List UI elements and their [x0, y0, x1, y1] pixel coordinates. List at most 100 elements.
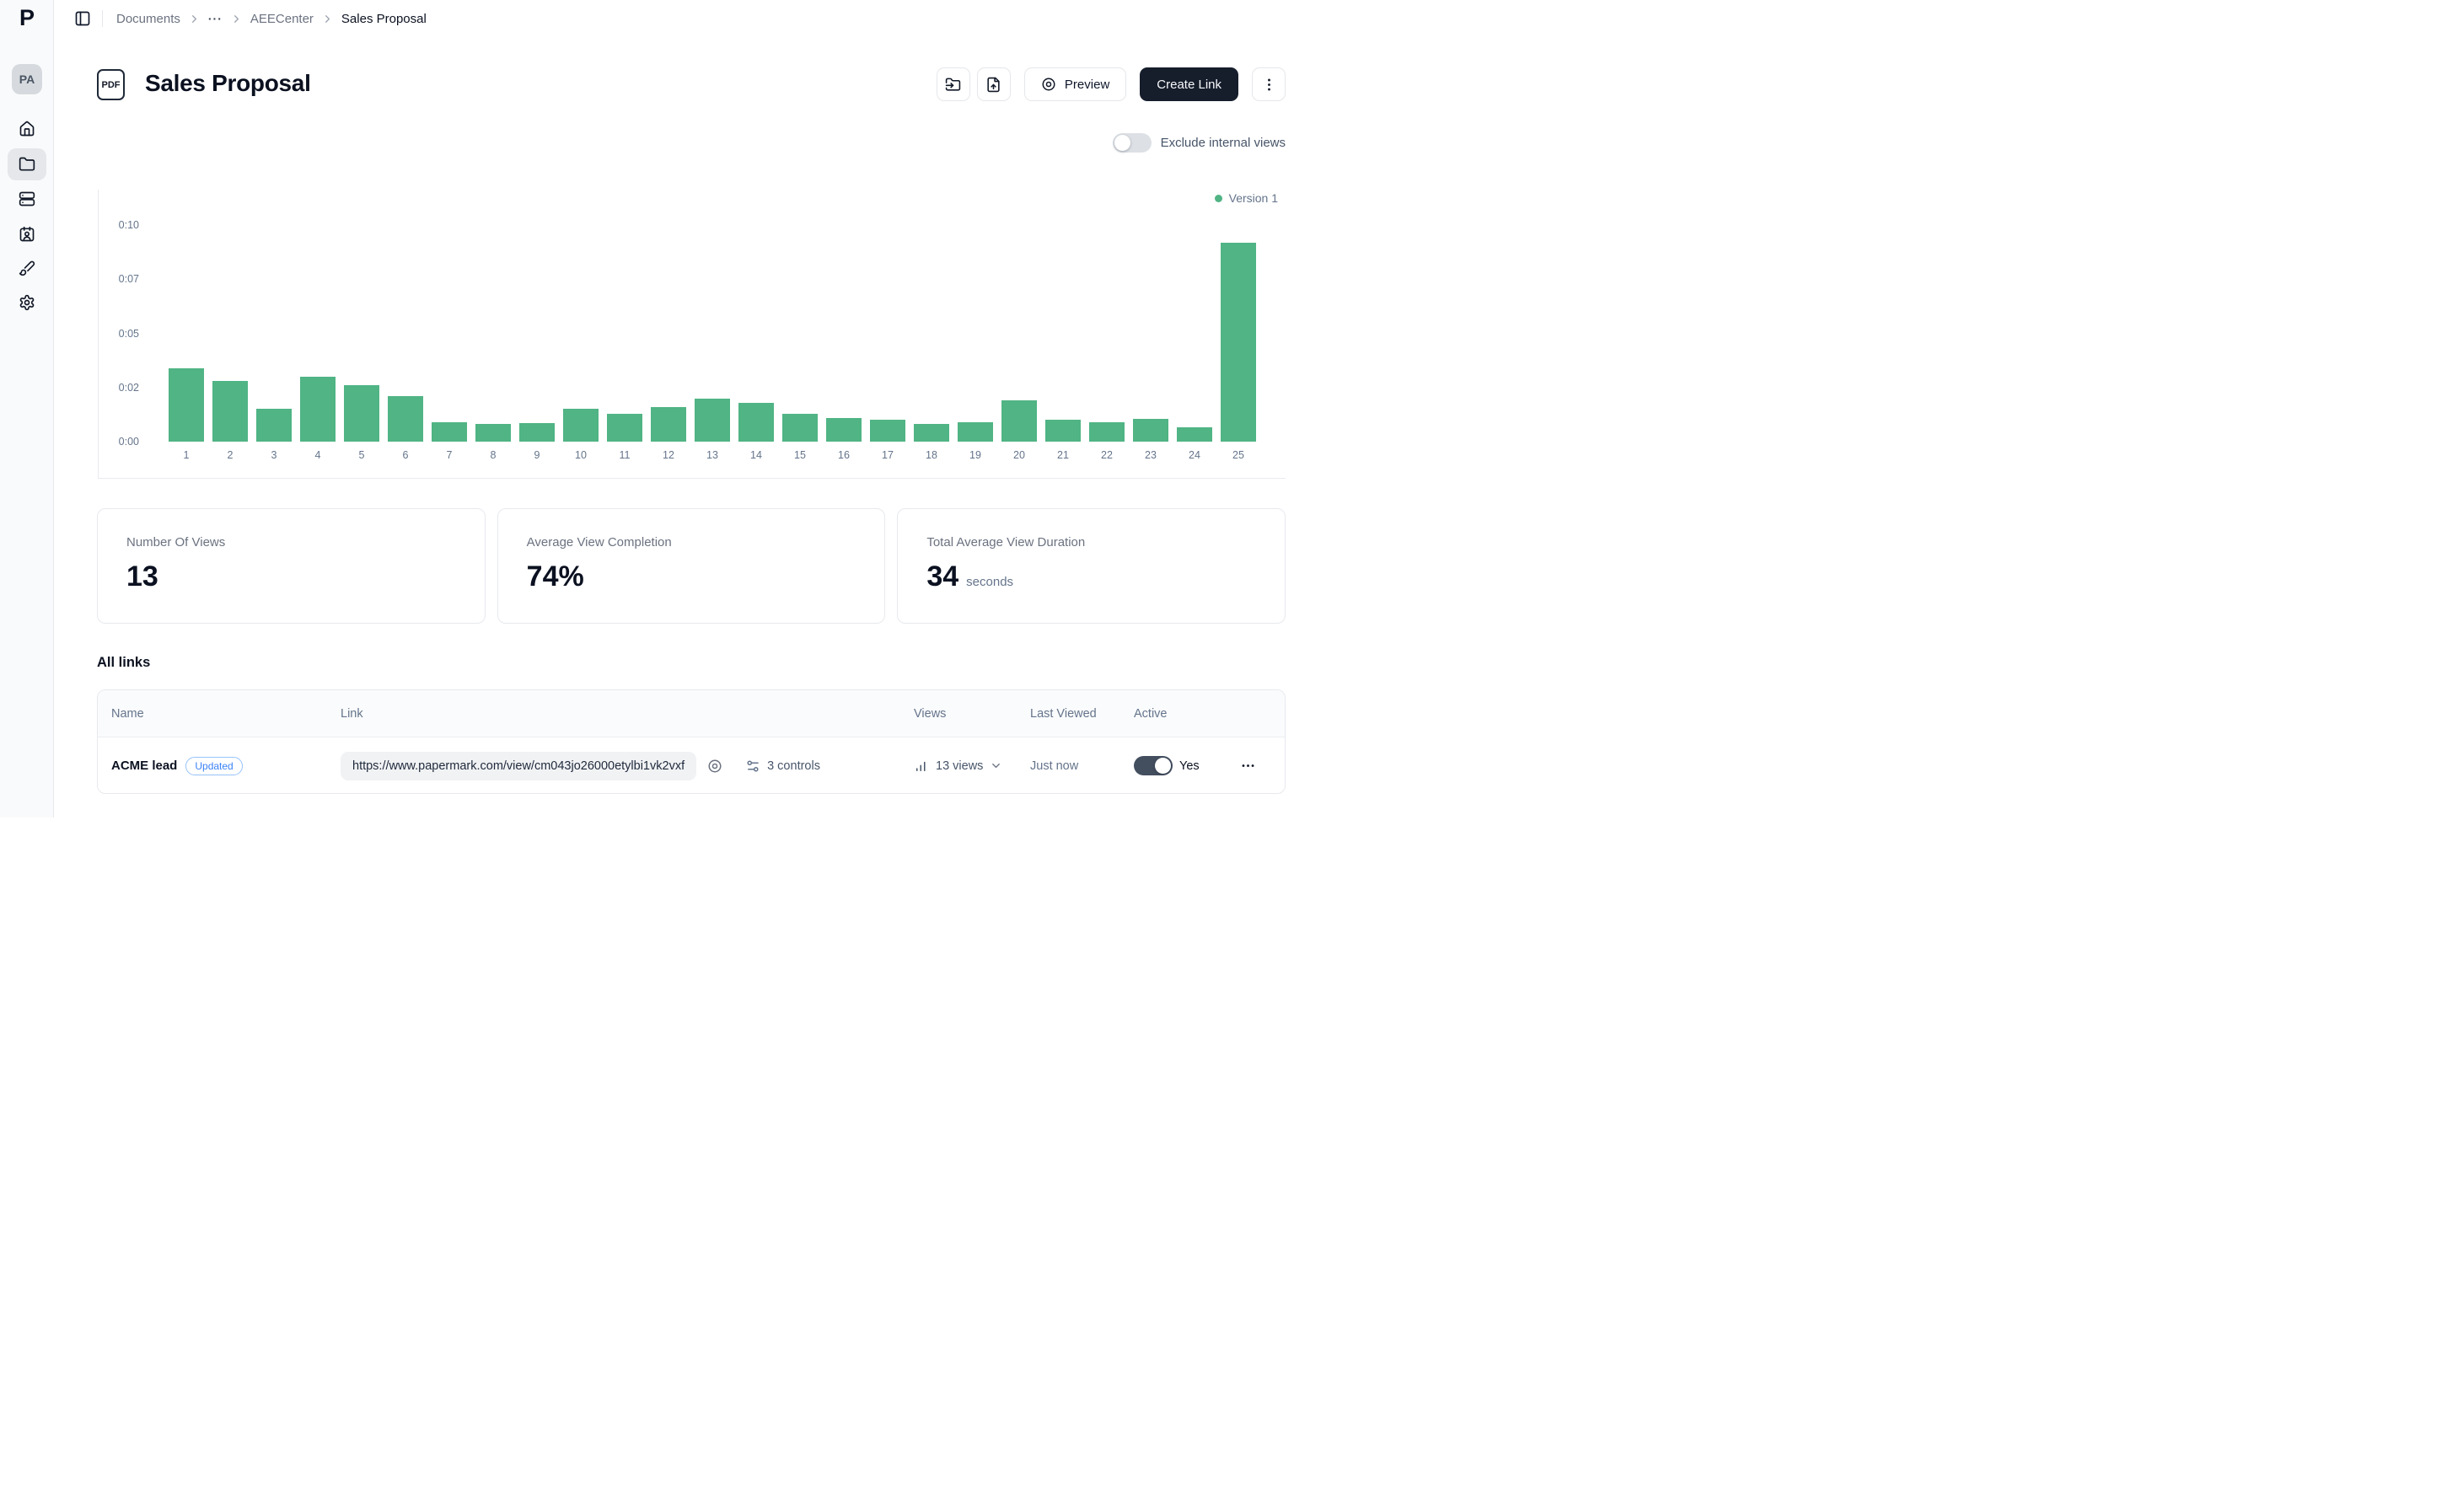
- sidebar-item-documents[interactable]: [8, 148, 46, 180]
- duration-bar-page-5[interactable]: [344, 385, 379, 442]
- duration-bar-page-18[interactable]: [914, 424, 949, 442]
- bar-column: 10: [563, 225, 599, 461]
- duration-bar-page-14[interactable]: [738, 403, 774, 442]
- link-active-toggle[interactable]: [1134, 756, 1173, 775]
- col-header-name: Name: [111, 706, 144, 721]
- duration-bar-page-7[interactable]: [432, 422, 467, 442]
- duration-bar-page-20[interactable]: [1001, 400, 1037, 442]
- sidebar-item-datarooms[interactable]: [8, 183, 46, 215]
- x-axis-tick: 10: [575, 449, 587, 461]
- x-axis-tick: 8: [490, 449, 497, 461]
- duration-bar-page-13[interactable]: [695, 399, 730, 442]
- folder-icon: [19, 156, 35, 173]
- sidebar-toggle-button[interactable]: [72, 8, 94, 29]
- duration-bar-page-4[interactable]: [300, 377, 336, 442]
- x-axis-tick: 9: [534, 449, 540, 461]
- breadcrumb-ellipsis[interactable]: ···: [207, 12, 223, 25]
- duration-bar-page-15[interactable]: [782, 414, 818, 442]
- bar-column: 16: [826, 225, 862, 461]
- team-avatar[interactable]: PA: [12, 64, 42, 94]
- sidebar-item-branding[interactable]: [8, 252, 46, 284]
- stat-card-completion: Average View Completion 74%: [497, 508, 886, 624]
- link-views-dropdown[interactable]: 13 views: [914, 759, 1002, 774]
- link-last-viewed: Just now: [1030, 759, 1079, 773]
- sidebar-item-home[interactable]: [8, 113, 46, 145]
- chevron-right-icon: [325, 14, 330, 23]
- duration-bar-page-12[interactable]: [651, 407, 686, 442]
- x-axis-tick: 14: [750, 449, 762, 461]
- stats-row: Number Of Views 13 Average View Completi…: [97, 508, 1286, 624]
- x-axis-tick: 17: [882, 449, 894, 461]
- bar-column: 3: [256, 225, 292, 461]
- duration-bar-page-8[interactable]: [475, 424, 511, 442]
- duration-bar-page-9[interactable]: [519, 423, 555, 442]
- duration-bar-page-2[interactable]: [212, 381, 248, 442]
- duration-bar-page-17[interactable]: [870, 420, 905, 442]
- exclude-internal-views-toggle[interactable]: [1112, 133, 1152, 153]
- exclude-internal-views-label: Exclude internal views: [1160, 136, 1286, 150]
- app-logo[interactable]: P: [19, 5, 35, 30]
- bar-column: 15: [782, 225, 818, 461]
- y-axis-tick: 0:02: [118, 381, 139, 394]
- stat-label: Total Average View Duration: [926, 535, 1086, 550]
- x-axis-tick: 24: [1189, 449, 1200, 461]
- eye-icon: [707, 759, 722, 774]
- stat-label: Number Of Views: [126, 535, 226, 550]
- duration-bar-page-19[interactable]: [958, 422, 993, 442]
- bar-column: 6: [388, 225, 423, 461]
- more-actions-button[interactable]: [1252, 67, 1286, 101]
- duration-bar-page-6[interactable]: [388, 396, 423, 442]
- col-header-active: Active: [1134, 706, 1168, 721]
- preview-link-button[interactable]: [707, 759, 722, 774]
- duration-bar-page-11[interactable]: [607, 414, 642, 442]
- stat-card-views: Number Of Views 13: [97, 508, 486, 624]
- link-url-chip[interactable]: https://www.papermark.com/view/cm043jo26…: [341, 751, 697, 780]
- breadcrumb-current: Sales Proposal: [341, 11, 427, 26]
- eye-icon: [1041, 77, 1056, 92]
- link-more-button[interactable]: [1240, 758, 1256, 774]
- x-axis-tick: 6: [402, 449, 409, 461]
- duration-bar-page-22[interactable]: [1089, 422, 1125, 442]
- create-link-button[interactable]: Create Link: [1140, 67, 1238, 101]
- duration-bar-page-3[interactable]: [256, 409, 292, 442]
- sidebar-rail: P PA: [0, 0, 54, 818]
- move-to-folder-button[interactable]: [936, 67, 970, 101]
- link-name: ACME lead: [111, 759, 178, 773]
- stat-value: 74%: [526, 560, 584, 592]
- link-views-label: 13 views: [936, 759, 984, 773]
- duration-bar-page-24[interactable]: [1177, 427, 1212, 442]
- breadcrumb-documents[interactable]: Documents: [116, 11, 180, 26]
- upload-new-version-button[interactable]: [976, 67, 1011, 101]
- preview-button[interactable]: Preview: [1023, 67, 1127, 101]
- file-up-icon: [985, 77, 1001, 93]
- stat-card-duration: Total Average View Duration 34 seconds: [897, 508, 1286, 624]
- link-controls-button[interactable]: 3 controls: [745, 759, 820, 774]
- bar-column: 25: [1221, 225, 1256, 461]
- bar-column: 23: [1133, 225, 1168, 461]
- app-window: P PA Documents ··· AEECe: [0, 0, 1303, 818]
- paintbrush-icon: [19, 260, 35, 276]
- duration-bar-page-1[interactable]: [169, 368, 204, 442]
- duration-bar-page-16[interactable]: [826, 418, 862, 442]
- duration-bar-page-21[interactable]: [1045, 420, 1081, 442]
- bar-column: 13: [695, 225, 730, 461]
- duration-bar-page-23[interactable]: [1133, 419, 1168, 442]
- page-title: Sales Proposal: [145, 70, 311, 96]
- breadcrumb-folder[interactable]: AEECenter: [250, 11, 314, 26]
- y-axis-tick: 0:07: [118, 273, 139, 286]
- x-axis-tick: 21: [1057, 449, 1069, 461]
- gear-icon: [19, 294, 35, 311]
- bar-column: 5: [344, 225, 379, 461]
- bar-column: 17: [870, 225, 905, 461]
- bar-column: 20: [1001, 225, 1037, 461]
- x-axis-tick: 5: [358, 449, 365, 461]
- pdf-file-icon: PDF: [97, 69, 125, 100]
- x-axis-tick: 22: [1101, 449, 1113, 461]
- x-axis-tick: 15: [794, 449, 806, 461]
- link-row[interactable]: ACME lead Updated https://www.papermark.…: [98, 737, 1285, 793]
- duration-bar-page-25[interactable]: [1221, 243, 1256, 442]
- x-axis-tick: 1: [183, 449, 190, 461]
- sidebar-item-visitors[interactable]: [8, 218, 46, 250]
- sidebar-item-settings[interactable]: [8, 287, 46, 319]
- duration-bar-page-10[interactable]: [563, 409, 599, 442]
